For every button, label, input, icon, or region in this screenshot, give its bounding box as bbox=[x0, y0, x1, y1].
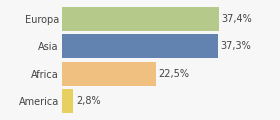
Text: 37,4%: 37,4% bbox=[221, 14, 252, 24]
Text: 22,5%: 22,5% bbox=[158, 69, 190, 79]
Bar bbox=[62, 34, 218, 58]
Bar bbox=[62, 7, 219, 31]
Bar bbox=[62, 89, 73, 113]
Bar bbox=[62, 62, 156, 86]
Text: 37,3%: 37,3% bbox=[221, 41, 251, 51]
Text: 2,8%: 2,8% bbox=[76, 96, 101, 106]
